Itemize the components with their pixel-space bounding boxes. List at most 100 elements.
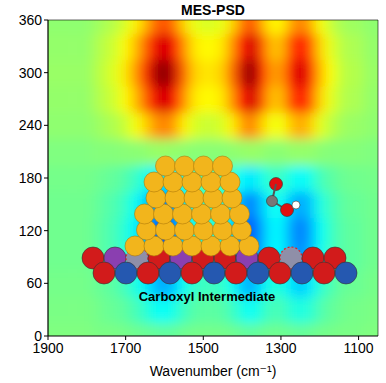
- atom: [93, 262, 115, 284]
- heat-cell: [101, 165, 111, 192]
- heat-cell: [344, 20, 354, 34]
- heat-cell: [373, 297, 378, 324]
- heat-cell: [48, 20, 53, 34]
- heat-cell: [315, 297, 325, 324]
- heat-cell: [286, 112, 296, 139]
- heat-cell: [334, 139, 344, 166]
- heat-cell: [286, 139, 296, 166]
- heat-cell: [92, 33, 102, 60]
- heat-cell: [189, 323, 199, 336]
- heat-cell: [169, 20, 179, 34]
- heat-cell: [160, 33, 170, 60]
- heat-cell: [363, 112, 373, 139]
- atom: [247, 262, 269, 284]
- heat-cell: [305, 60, 315, 87]
- heat-cell: [111, 112, 121, 139]
- heat-cell: [131, 60, 141, 87]
- heat-cell: [276, 218, 286, 245]
- heat-cell: [266, 20, 276, 34]
- heat-cell: [344, 191, 354, 218]
- illustration: [82, 156, 357, 284]
- heat-cell: [363, 297, 373, 324]
- heat-cell: [169, 112, 179, 139]
- heat-cell: [82, 60, 92, 87]
- frame: [378, 20, 379, 336]
- heat-cell: [101, 323, 111, 336]
- heat-cell: [189, 20, 199, 34]
- heat-cell: [169, 33, 179, 60]
- heat-cell: [111, 297, 121, 324]
- atom: [159, 262, 181, 284]
- heat-cell: [325, 60, 335, 87]
- heat-cell: [101, 86, 111, 113]
- y-tick: [44, 20, 48, 21]
- heat-cell: [208, 60, 218, 87]
- heat-cell: [247, 112, 257, 139]
- heat-cell: [237, 139, 247, 166]
- heat-cell: [344, 86, 354, 113]
- heat-cell: [334, 191, 344, 218]
- heat-cell: [315, 33, 325, 60]
- heat-cell: [92, 218, 102, 245]
- heat-cell: [363, 323, 373, 336]
- atom: [292, 201, 300, 209]
- heat-cell: [53, 60, 63, 87]
- cells: [48, 20, 378, 336]
- heat-cell: [363, 244, 373, 271]
- heat-cell: [63, 139, 73, 166]
- heat-cell: [121, 165, 131, 192]
- heat-cell: [63, 33, 73, 60]
- heat-cell: [305, 323, 315, 336]
- heat-cell: [53, 244, 63, 271]
- heat-cell: [63, 86, 73, 113]
- heat-cell: [63, 165, 73, 192]
- heat-cell: [305, 191, 315, 218]
- heat-cell: [325, 139, 335, 166]
- heat-cell: [48, 191, 53, 218]
- heat-cell: [63, 323, 73, 336]
- heat-cell: [218, 20, 228, 34]
- heat-cell: [72, 165, 82, 192]
- x-tick-label: 1300: [265, 340, 296, 356]
- heat-cell: [121, 33, 131, 60]
- heat-cell: [228, 20, 238, 34]
- y-tick: [44, 72, 48, 73]
- heat-cell: [228, 60, 238, 87]
- heat-cell: [373, 218, 378, 245]
- heat-cell: [334, 86, 344, 113]
- heat-cell: [354, 139, 364, 166]
- heat-cell: [131, 86, 141, 113]
- heat-cell: [257, 86, 267, 113]
- heat-cell: [121, 297, 131, 324]
- plot-area: [48, 20, 378, 336]
- heat-cell: [286, 165, 296, 192]
- heat-cell: [63, 297, 73, 324]
- heat-cell: [305, 139, 315, 166]
- heat-cell: [363, 165, 373, 192]
- atom: [203, 262, 225, 284]
- heat-cell: [266, 33, 276, 60]
- atom: [281, 204, 294, 217]
- heat-cell: [315, 86, 325, 113]
- y-tick: [44, 230, 48, 231]
- heat-cell: [72, 244, 82, 271]
- heat-cell: [140, 139, 150, 166]
- heat-cell: [160, 60, 170, 87]
- heat-cell: [228, 323, 238, 336]
- heat-cell: [92, 20, 102, 34]
- heat-cell: [315, 191, 325, 218]
- heat-cell: [92, 323, 102, 336]
- heat-cell: [276, 60, 286, 87]
- heat-cell: [121, 112, 131, 139]
- heat-cell: [354, 33, 364, 60]
- heat-cell: [266, 139, 276, 166]
- heat-cell: [286, 297, 296, 324]
- heat-cell: [140, 60, 150, 87]
- heat-cell: [305, 218, 315, 245]
- heat-cell: [140, 323, 150, 336]
- heat-cell: [296, 86, 306, 113]
- heat-cell: [286, 86, 296, 113]
- heat-cell: [53, 165, 63, 192]
- heat-cell: [363, 139, 373, 166]
- heat-cell: [179, 86, 189, 113]
